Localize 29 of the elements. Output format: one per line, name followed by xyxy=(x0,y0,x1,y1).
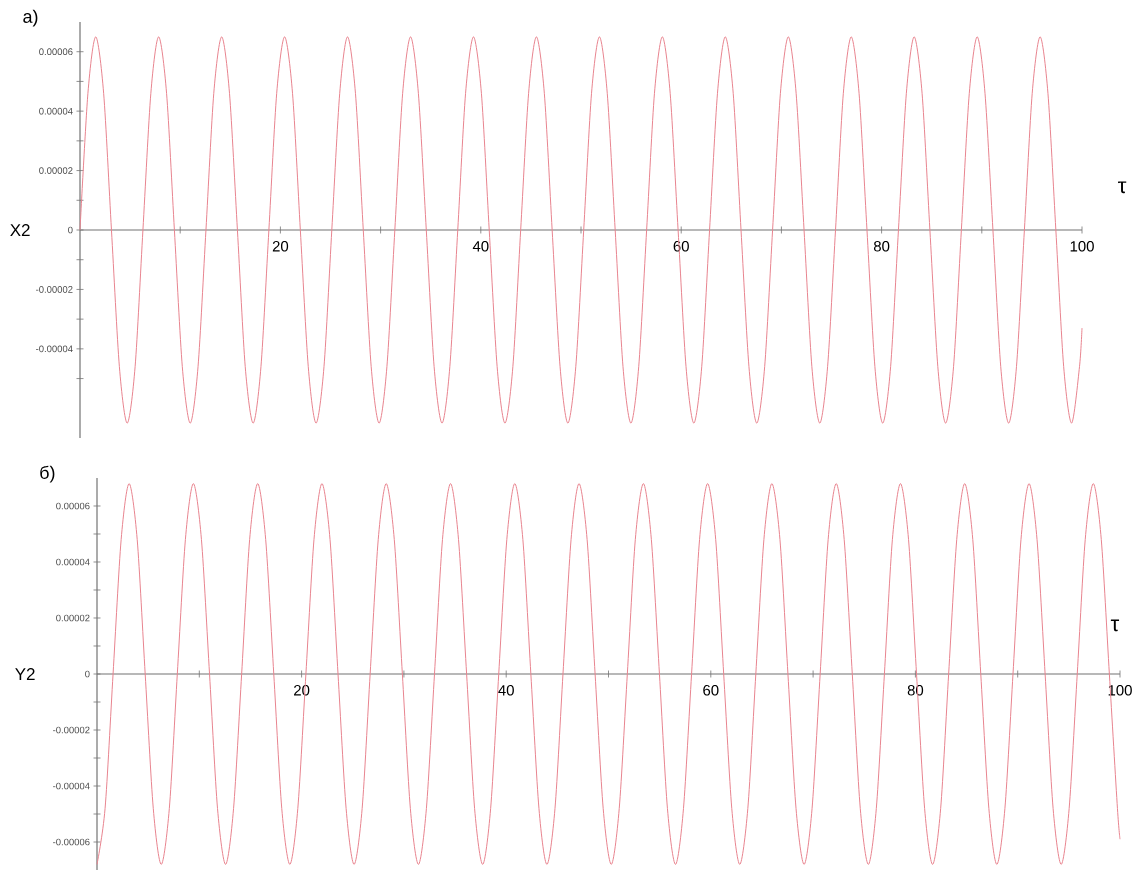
y-tick-label: 0.00002 xyxy=(39,167,73,174)
y-tick-label: 0.00006 xyxy=(39,48,73,56)
y-tick-label: -0.00004 xyxy=(36,345,73,353)
y-tick-label: 0.00002 xyxy=(56,614,90,622)
y-tick-label: -0.00004 xyxy=(53,782,90,790)
x-axis-title: τ xyxy=(1110,619,1120,632)
chart-title: б) xyxy=(40,465,55,483)
x-tick-label: 100 xyxy=(1070,241,1094,252)
y-tick-label: 0 xyxy=(68,226,73,234)
chart-title: a) xyxy=(23,9,38,27)
y-tick-label: -0.00006 xyxy=(53,838,90,846)
y-tick-label: -0.00002 xyxy=(53,726,90,734)
y-tick-label: 0 xyxy=(85,670,90,678)
x-tick-label: 100 xyxy=(1108,685,1132,696)
y-tick-label: -0.00002 xyxy=(36,286,73,293)
x-tick-label: 60 xyxy=(703,685,719,696)
y-tick-label: 0.00006 xyxy=(56,502,90,510)
x-tick-label: 20 xyxy=(272,241,289,252)
y-axis-title: X2 xyxy=(10,224,30,236)
y-axis-title: Y2 xyxy=(15,668,35,680)
x-tick-label: 60 xyxy=(673,241,689,252)
x-tick-label: 80 xyxy=(907,685,924,696)
x-tick-label: 40 xyxy=(498,685,514,696)
x-tick-label: 20 xyxy=(294,685,310,696)
x-tick-label: 80 xyxy=(873,241,890,252)
y-tick-label: 0.00004 xyxy=(56,558,90,566)
y-tick-label: 0.00004 xyxy=(39,107,73,115)
x-axis-title: τ xyxy=(1118,181,1127,194)
x-tick-label: 40 xyxy=(472,241,489,252)
